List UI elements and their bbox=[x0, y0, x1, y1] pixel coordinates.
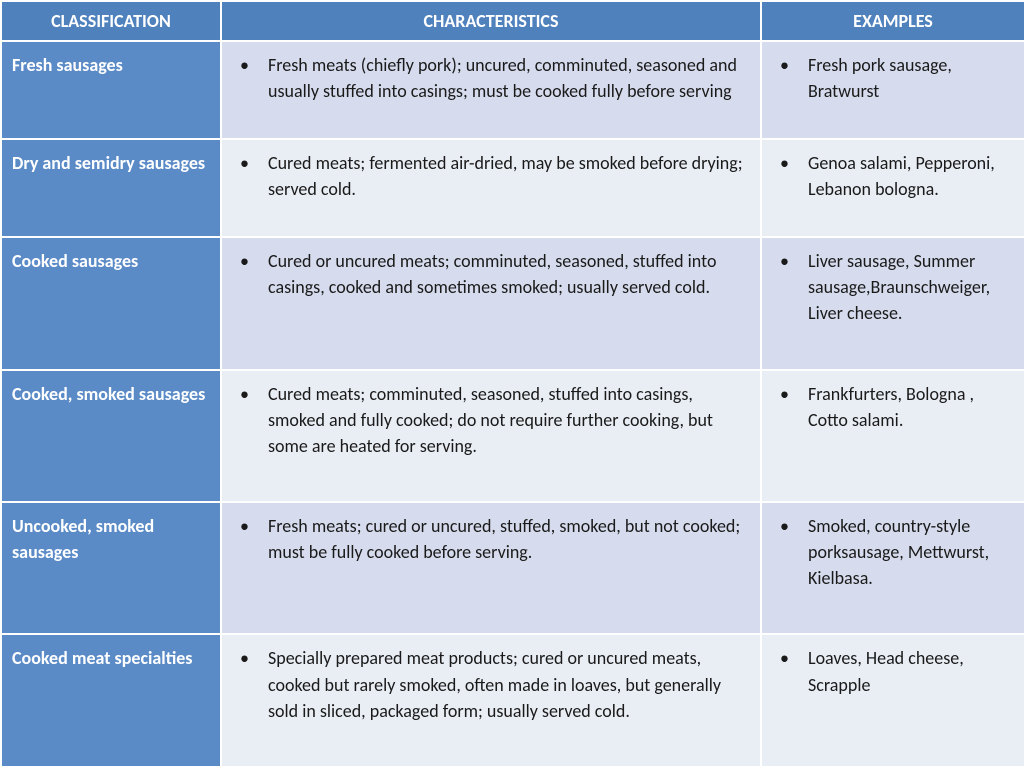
cell-classification: Cooked sausages bbox=[1, 237, 221, 369]
characteristics-text: Cured meats; fermented air-dried, may be… bbox=[234, 150, 748, 202]
examples-text: Frankfurters, Bologna , Cotto salami. bbox=[774, 381, 1012, 433]
header-characteristics: CHARACTERISTICS bbox=[221, 1, 761, 41]
cell-classification: Dry and semidry sausages bbox=[1, 139, 221, 237]
cell-characteristics: Fresh meats; cured or uncured, stuffed, … bbox=[221, 502, 761, 634]
cell-classification: Fresh sausages bbox=[1, 41, 221, 139]
cell-characteristics: Fresh meats (chiefly pork); uncured, com… bbox=[221, 41, 761, 139]
cell-characteristics: Cured meats; comminuted, seasoned, stuff… bbox=[221, 370, 761, 502]
cell-examples: Liver sausage, Summer sausage,Braunschwe… bbox=[761, 237, 1024, 369]
cell-examples: Loaves, Head cheese, Scrapple bbox=[761, 634, 1024, 767]
sausage-classification-table: CLASSIFICATION CHARACTERISTICS EXAMPLES … bbox=[0, 0, 1024, 768]
examples-text: Smoked, country-style porksausage, Mettw… bbox=[774, 513, 1012, 591]
cell-examples: Fresh pork sausage, Bratwurst bbox=[761, 41, 1024, 139]
characteristics-text: Specially prepared meat products; cured … bbox=[234, 645, 748, 723]
header-examples: EXAMPLES bbox=[761, 1, 1024, 41]
table-row: Uncooked, smoked sausages Fresh meats; c… bbox=[1, 502, 1024, 634]
characteristics-text: Cured meats; comminuted, seasoned, stuff… bbox=[234, 381, 748, 459]
cell-examples: Genoa salami, Pepperoni, Lebanon bologna… bbox=[761, 139, 1024, 237]
cell-classification: Cooked, smoked sausages bbox=[1, 370, 221, 502]
header-classification: CLASSIFICATION bbox=[1, 1, 221, 41]
cell-classification: Cooked meat specialties bbox=[1, 634, 221, 767]
cell-classification: Uncooked, smoked sausages bbox=[1, 502, 221, 634]
table-body: Fresh sausages Fresh meats (chiefly pork… bbox=[1, 41, 1024, 767]
table-row: Fresh sausages Fresh meats (chiefly pork… bbox=[1, 41, 1024, 139]
cell-examples: Frankfurters, Bologna , Cotto salami. bbox=[761, 370, 1024, 502]
table-row: Cooked meat specialties Specially prepar… bbox=[1, 634, 1024, 767]
cell-characteristics: Specially prepared meat products; cured … bbox=[221, 634, 761, 767]
cell-characteristics: Cured meats; fermented air-dried, may be… bbox=[221, 139, 761, 237]
examples-text: Genoa salami, Pepperoni, Lebanon bologna… bbox=[774, 150, 1012, 202]
cell-characteristics: Cured or uncured meats; comminuted, seas… bbox=[221, 237, 761, 369]
examples-text: Loaves, Head cheese, Scrapple bbox=[774, 645, 1012, 697]
cell-examples: Smoked, country-style porksausage, Mettw… bbox=[761, 502, 1024, 634]
characteristics-text: Cured or uncured meats; comminuted, seas… bbox=[234, 248, 748, 300]
characteristics-text: Fresh meats (chiefly pork); uncured, com… bbox=[234, 52, 748, 104]
characteristics-text: Fresh meats; cured or uncured, stuffed, … bbox=[234, 513, 748, 565]
table-row: Cooked, smoked sausages Cured meats; com… bbox=[1, 370, 1024, 502]
examples-text: Fresh pork sausage, Bratwurst bbox=[774, 52, 1012, 104]
table-row: Cooked sausages Cured or uncured meats; … bbox=[1, 237, 1024, 369]
header-row: CLASSIFICATION CHARACTERISTICS EXAMPLES bbox=[1, 1, 1024, 41]
examples-text: Liver sausage, Summer sausage,Braunschwe… bbox=[774, 248, 1012, 326]
table-row: Dry and semidry sausages Cured meats; fe… bbox=[1, 139, 1024, 237]
